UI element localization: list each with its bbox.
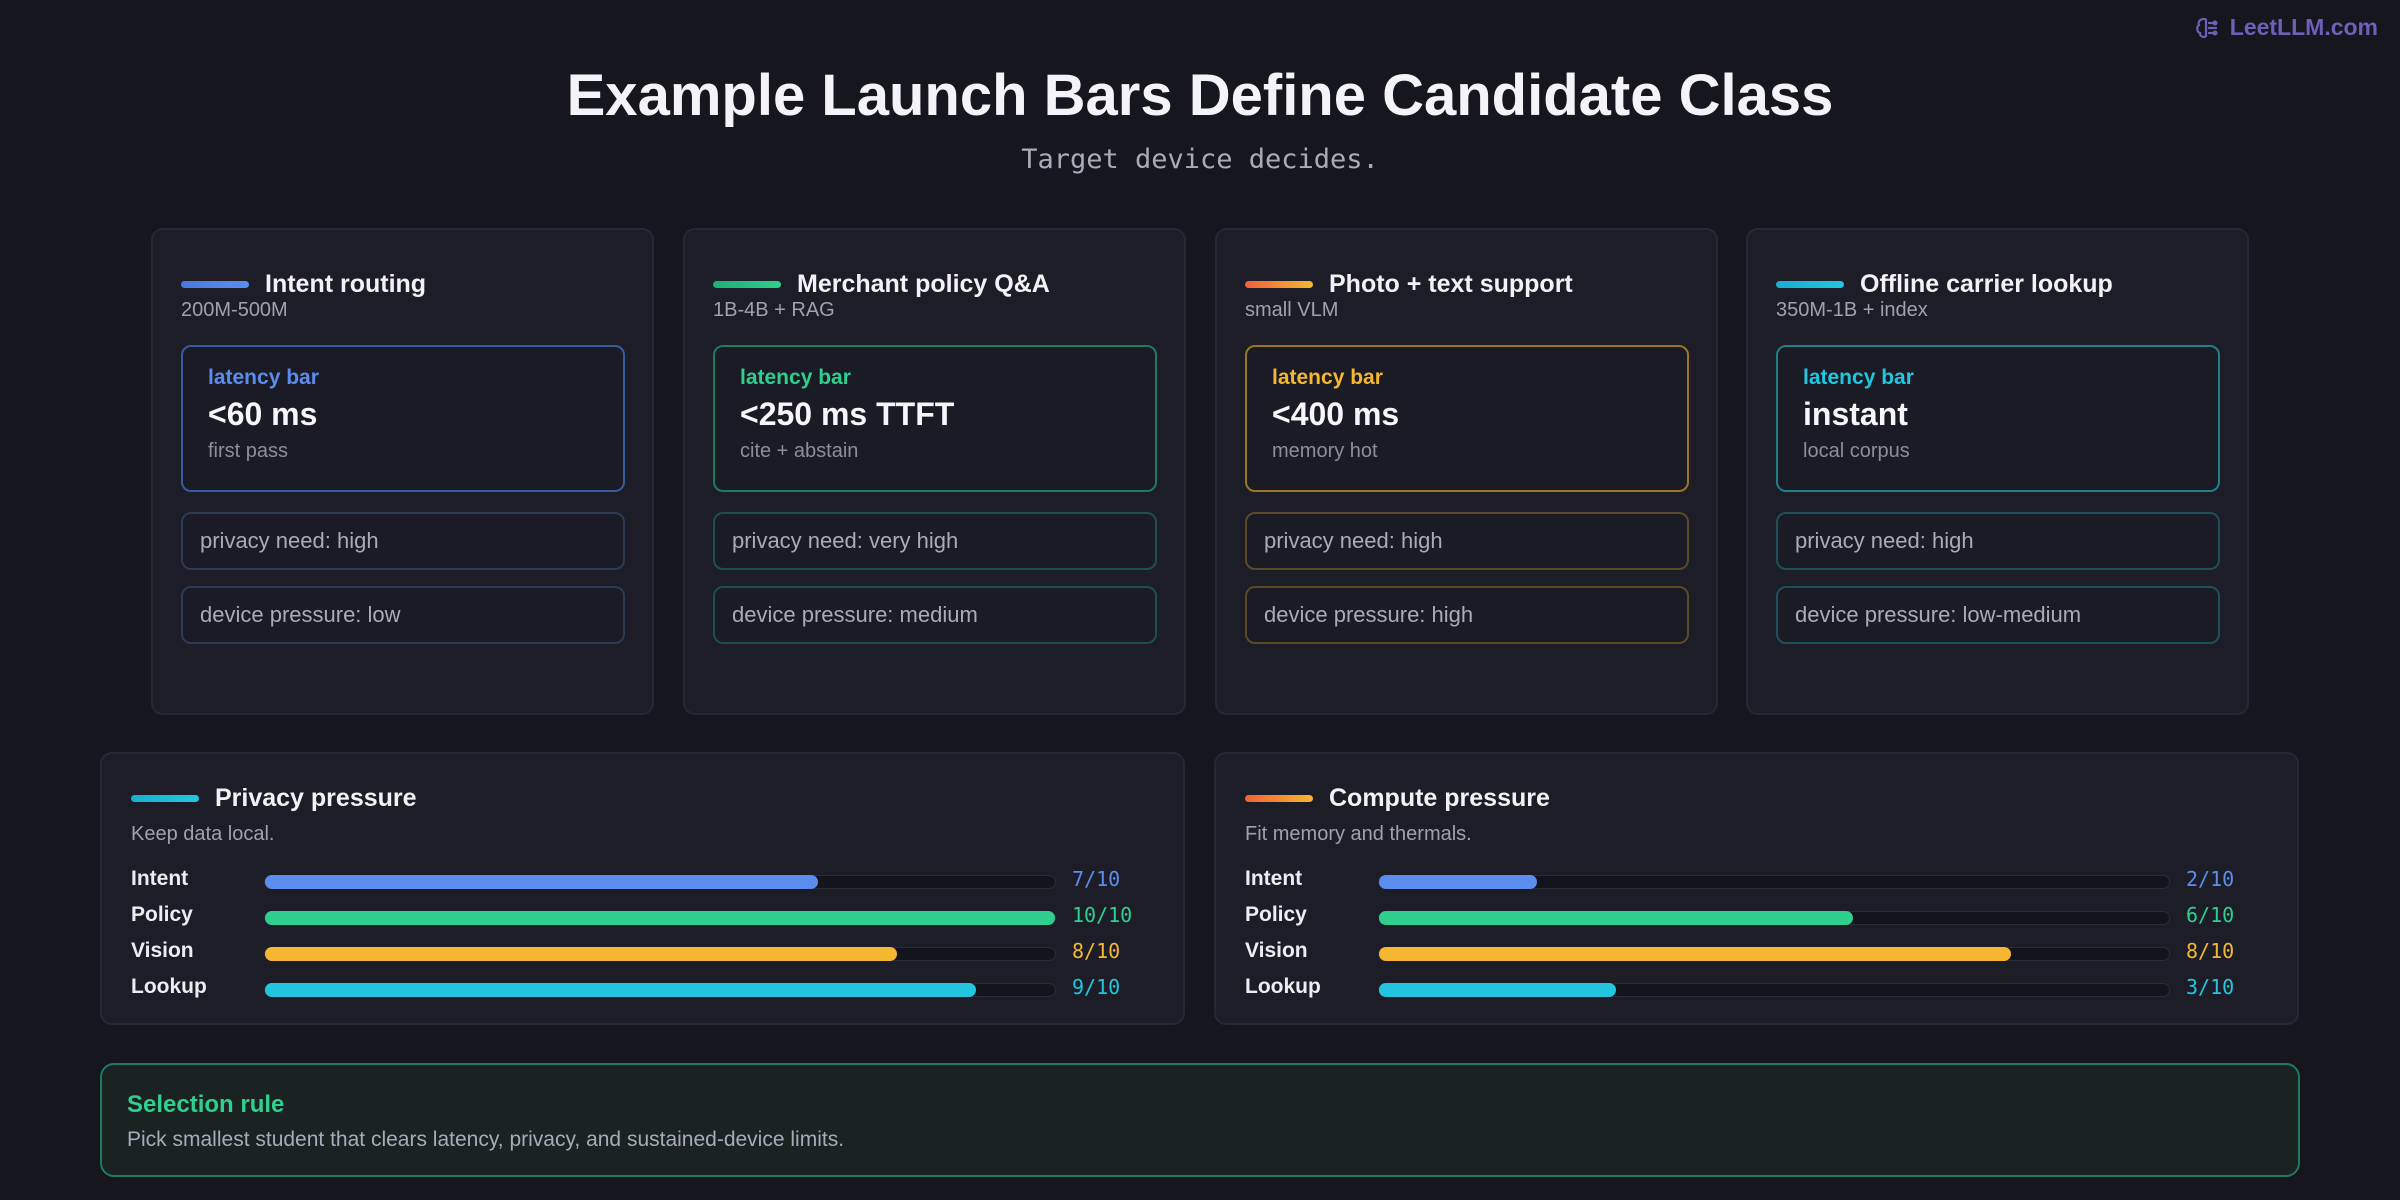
bar-value: 2/10 (2186, 867, 2235, 891)
privacy-tag: privacy need: high (1776, 512, 2220, 570)
brand-text: LeetLLM.com (2229, 14, 2378, 40)
panel-subtitle: Keep data local. (131, 823, 275, 845)
selection-rule-box: Selection rule Pick smallest student tha… (100, 1063, 2300, 1177)
latency-value: <400 ms (1272, 396, 1400, 432)
bar-label: Vision (1245, 939, 1308, 962)
bar-track (264, 983, 1056, 997)
card-photo-text-support: Photo + text support small VLM latency b… (1215, 228, 1718, 715)
latency-box: latency bar instant local corpus (1776, 345, 2220, 492)
latency-note: first pass (208, 440, 289, 462)
bar-track (264, 911, 1056, 925)
bar-track (1378, 947, 2170, 961)
panel-accent-bar (1245, 795, 1313, 802)
card-title: Photo + text support (1329, 270, 1573, 298)
latency-box: latency bar <400 ms memory hot (1245, 345, 1689, 492)
bar-label: Vision (131, 939, 194, 962)
bar-value: 8/10 (2186, 939, 2235, 963)
panel-title: Privacy pressure (215, 784, 417, 812)
bar-fill (265, 875, 818, 889)
bar-label: Intent (1245, 867, 1303, 890)
latency-note: local corpus (1803, 440, 1910, 462)
latency-value: instant (1803, 396, 1908, 432)
card-subtitle: small VLM (1245, 299, 1339, 321)
card-title: Merchant policy Q&A (797, 270, 1050, 298)
card-title: Offline carrier lookup (1860, 270, 2113, 298)
bar-row: Vision 8/10 (1245, 937, 2285, 967)
device-pressure-tag: device pressure: low-medium (1776, 586, 2220, 644)
latency-value: <60 ms (208, 396, 318, 432)
card-accent-bar (181, 281, 249, 288)
brain-icon (2195, 17, 2218, 38)
card-title: Intent routing (265, 270, 427, 298)
bar-fill (265, 911, 1055, 925)
bar-value: 7/10 (1072, 867, 1121, 891)
compute-pressure-panel: Compute pressure Fit memory and thermals… (1214, 752, 2299, 1025)
privacy-tag: privacy need: high (1245, 512, 1689, 570)
bar-track (1378, 875, 2170, 889)
device-pressure-tag: device pressure: medium (713, 586, 1157, 644)
bar-row: Policy 10/10 (131, 901, 1171, 931)
bar-track (264, 875, 1056, 889)
page-title: Example Launch Bars Define Candidate Cla… (566, 63, 1834, 128)
page-subtitle: Target device decides. (1021, 144, 1379, 175)
latency-label: latency bar (1803, 366, 1914, 389)
device-pressure-tag: device pressure: high (1245, 586, 1689, 644)
card-accent-bar (1245, 281, 1313, 288)
bar-label: Policy (131, 903, 193, 926)
bar-fill (1379, 983, 1616, 997)
bar-label: Intent (131, 867, 189, 890)
bar-value: 10/10 (1072, 903, 1133, 927)
bar-fill (265, 983, 976, 997)
bar-value: 9/10 (1072, 975, 1121, 999)
bar-fill (1379, 947, 2011, 961)
card-accent-bar (1776, 281, 1844, 288)
bar-row: Intent 7/10 (131, 865, 1171, 895)
card-accent-bar (713, 281, 781, 288)
latency-value: <250 ms TTFT (740, 396, 955, 432)
bar-value: 3/10 (2186, 975, 2235, 999)
card-subtitle: 1B-4B + RAG (713, 299, 835, 321)
card-intent-routing: Intent routing 200M-500M latency bar <60… (151, 228, 654, 715)
card-subtitle: 200M-500M (181, 299, 288, 321)
bar-row: Intent 2/10 (1245, 865, 2285, 895)
panel-accent-bar (131, 795, 199, 802)
bar-row: Vision 8/10 (131, 937, 1171, 967)
selection-rule-text: Pick smallest student that clears latenc… (127, 1128, 845, 1151)
bar-label: Policy (1245, 903, 1307, 926)
card-merchant-policy: Merchant policy Q&A 1B-4B + RAG latency … (683, 228, 1186, 715)
panel-title: Compute pressure (1329, 784, 1550, 812)
bar-track (264, 947, 1056, 961)
panel-subtitle: Fit memory and thermals. (1245, 823, 1472, 845)
card-offline-carrier-lookup: Offline carrier lookup 350M-1B + index l… (1746, 228, 2249, 715)
bar-track (1378, 983, 2170, 997)
card-subtitle: 350M-1B + index (1776, 299, 1928, 321)
bar-fill (1379, 875, 1537, 889)
bar-label: Lookup (1245, 975, 1321, 998)
bar-row: Policy 6/10 (1245, 901, 2285, 931)
bar-row: Lookup 9/10 (131, 973, 1171, 1003)
bar-track (1378, 911, 2170, 925)
latency-box: latency bar <250 ms TTFT cite + abstain (713, 345, 1157, 492)
privacy-tag: privacy need: very high (713, 512, 1157, 570)
privacy-pressure-panel: Privacy pressure Keep data local. Intent… (100, 752, 1185, 1025)
privacy-tag: privacy need: high (181, 512, 625, 570)
latency-label: latency bar (740, 366, 851, 389)
latency-box: latency bar <60 ms first pass (181, 345, 625, 492)
selection-rule-title: Selection rule (127, 1091, 285, 1118)
latency-note: cite + abstain (740, 440, 859, 462)
latency-label: latency bar (208, 366, 319, 389)
brand[interactable]: LeetLLM.com (2194, 14, 2378, 41)
bar-fill (265, 947, 897, 961)
bar-value: 6/10 (2186, 903, 2235, 927)
bar-row: Lookup 3/10 (1245, 973, 2285, 1003)
bar-label: Lookup (131, 975, 207, 998)
bar-value: 8/10 (1072, 939, 1121, 963)
latency-note: memory hot (1272, 440, 1378, 462)
bar-fill (1379, 911, 1853, 925)
latency-label: latency bar (1272, 366, 1383, 389)
device-pressure-tag: device pressure: low (181, 586, 625, 644)
